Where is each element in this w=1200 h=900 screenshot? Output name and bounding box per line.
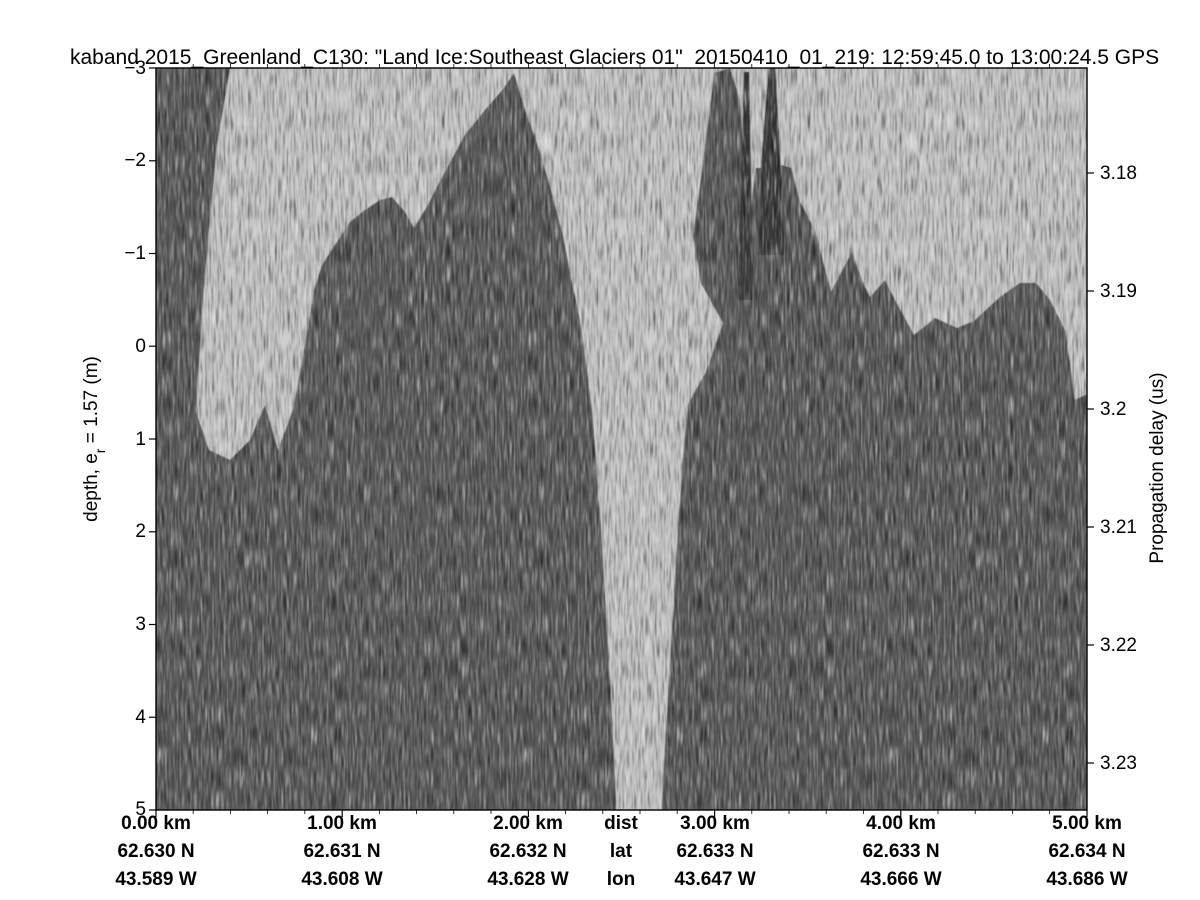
svg-text:depth, er = 1.57 (m): depth, er = 1.57 (m) [81, 356, 108, 522]
svg-text:Propagation delay (us): Propagation delay (us) [1147, 372, 1168, 563]
